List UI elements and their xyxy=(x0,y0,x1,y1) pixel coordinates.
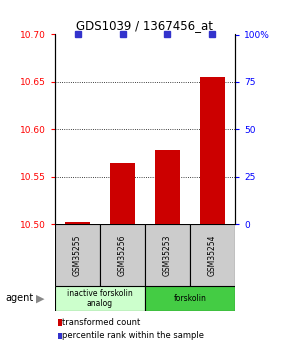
Bar xyxy=(55,286,145,310)
Text: GSM35254: GSM35254 xyxy=(208,235,217,276)
Text: GSM35256: GSM35256 xyxy=(118,235,127,276)
Text: GSM35253: GSM35253 xyxy=(163,235,172,276)
Bar xyxy=(200,77,225,224)
Text: inactive forskolin
analog: inactive forskolin analog xyxy=(67,289,133,308)
Text: ▶: ▶ xyxy=(36,294,45,303)
Bar xyxy=(190,224,235,286)
Text: transformed count: transformed count xyxy=(62,318,140,327)
Bar xyxy=(110,162,135,224)
Bar xyxy=(145,224,190,286)
Text: agent: agent xyxy=(6,294,34,303)
Text: percentile rank within the sample: percentile rank within the sample xyxy=(62,331,204,340)
Text: forskolin: forskolin xyxy=(173,294,206,303)
Bar xyxy=(65,222,90,224)
Bar xyxy=(155,150,180,224)
Text: GSM35255: GSM35255 xyxy=(73,235,82,276)
Title: GDS1039 / 1367456_at: GDS1039 / 1367456_at xyxy=(77,19,213,32)
Bar xyxy=(55,224,100,286)
Bar xyxy=(100,224,145,286)
Bar xyxy=(145,286,235,310)
